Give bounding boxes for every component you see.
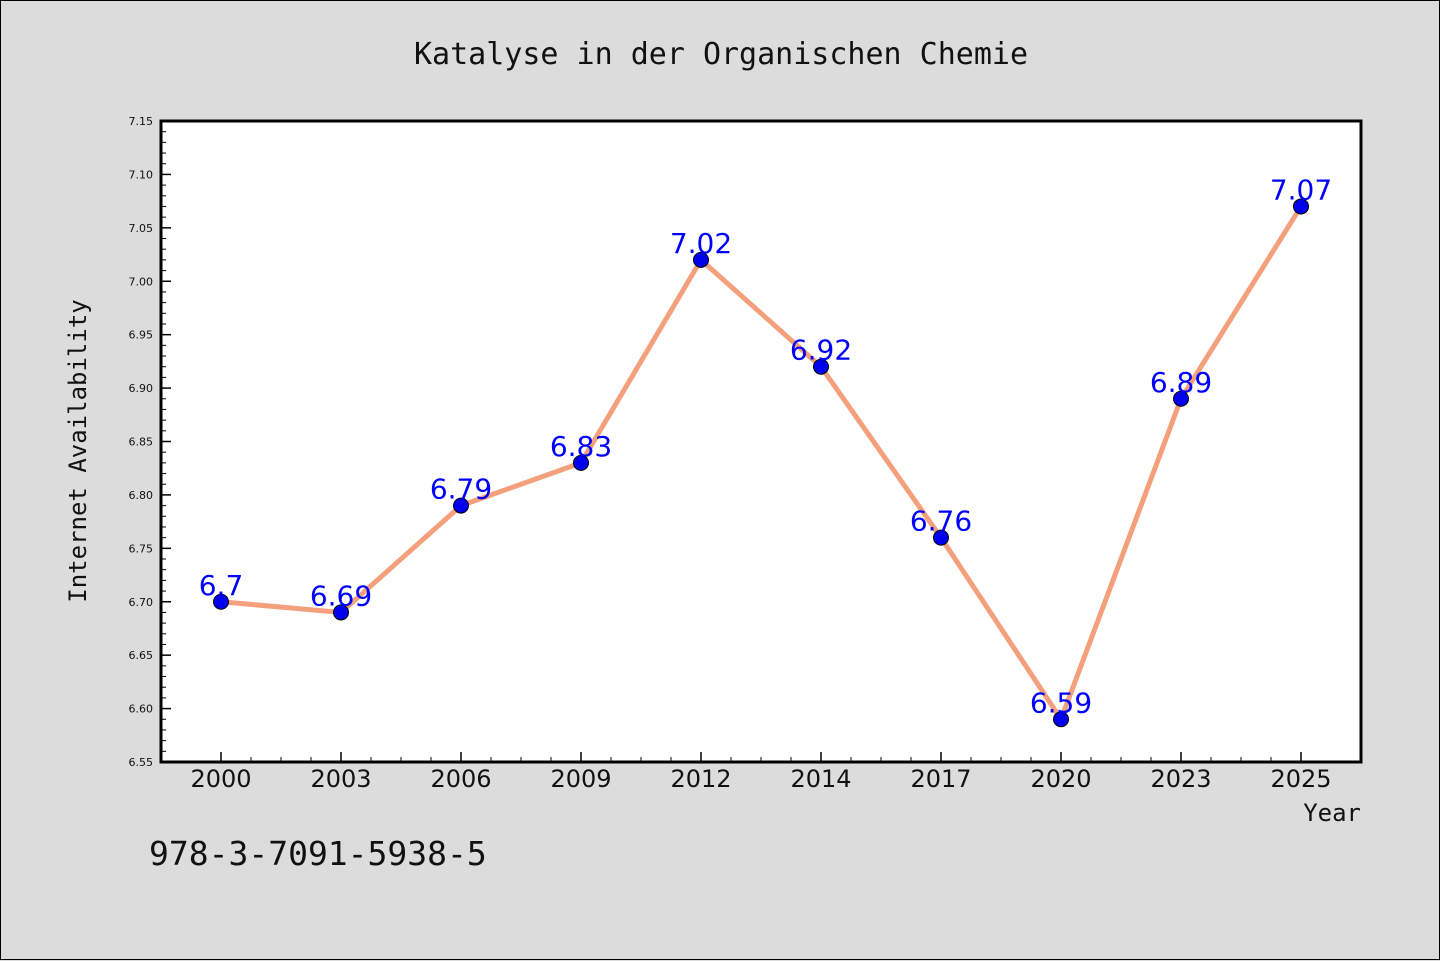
y-axis-label: Internet Availability xyxy=(64,299,92,602)
x-tick-label: 2003 xyxy=(310,765,371,793)
y-tick-label: 6.90 xyxy=(129,382,154,395)
data-point xyxy=(1053,711,1069,728)
y-tick-label: 6.95 xyxy=(129,329,154,342)
y-tick-label: 7.15 xyxy=(129,115,154,128)
y-tick-label: 7.00 xyxy=(129,275,154,288)
data-label: 6.92 xyxy=(790,334,852,367)
y-tick-label: 7.10 xyxy=(129,168,154,181)
data-point xyxy=(453,497,469,514)
series-line xyxy=(220,205,1304,722)
data-point xyxy=(573,454,589,471)
y-tick-label: 6.60 xyxy=(129,703,154,716)
x-tick-label: 2025 xyxy=(1270,765,1331,793)
y-tick-label: 6.65 xyxy=(129,649,154,662)
data-point xyxy=(693,251,709,268)
x-tick-label: 2014 xyxy=(790,765,851,793)
series-markers xyxy=(213,198,1309,728)
x-axis: 2000 2003 2006 2009 2012 2014 2017 2020 2023 2025 xyxy=(190,752,1332,793)
x-tick-label: 2017 xyxy=(910,765,971,793)
x-tick-label: 2006 xyxy=(430,765,491,793)
x-axis-label: Year xyxy=(1303,799,1361,827)
data-point xyxy=(813,358,829,375)
y-tick-label: 7.05 xyxy=(129,222,154,235)
x-tick-label: 2012 xyxy=(670,765,731,793)
y-axis: 6.55 6.60 6.65 6.70 6.75 6.80 6.85 6.90 6.95 7.00… xyxy=(129,115,171,769)
y-tick-label: 6.70 xyxy=(129,596,154,609)
chart-title: Katalyse in der Organischen Chemie xyxy=(414,37,1028,72)
data-point xyxy=(933,529,949,546)
data-label: 6.76 xyxy=(910,505,972,538)
data-point xyxy=(1293,198,1309,215)
x-tick-label: 2009 xyxy=(550,765,611,793)
data-label: 6.7 xyxy=(199,569,244,602)
x-tick-label: 2000 xyxy=(190,765,251,793)
isbn-text: 978-3-7091-5938-5 xyxy=(149,834,487,873)
data-label: 6.59 xyxy=(1030,686,1092,719)
data-label: 6.83 xyxy=(550,430,612,463)
data-point xyxy=(333,604,349,621)
x-tick-label: 2020 xyxy=(1030,765,1091,793)
data-label: 7.07 xyxy=(1270,173,1332,206)
y-tick-label: 6.85 xyxy=(129,436,154,449)
plot-area xyxy=(159,119,1363,764)
y-tick-label: 6.80 xyxy=(129,489,154,502)
data-point xyxy=(1173,390,1189,407)
data-point xyxy=(213,593,229,610)
data-label: 6.89 xyxy=(1150,366,1212,399)
y-tick-label: 6.75 xyxy=(129,542,154,555)
data-label: 6.69 xyxy=(310,579,372,612)
data-labels: 6.7 6.69 6.79 6.83 7.02 6.92 6.76 6.59 6.89 7.07 xyxy=(199,173,1332,719)
data-label: 7.02 xyxy=(670,227,732,260)
y-tick-label: 6.55 xyxy=(129,756,154,769)
x-tick-label: 2023 xyxy=(1150,765,1211,793)
data-label: 6.79 xyxy=(430,473,492,506)
